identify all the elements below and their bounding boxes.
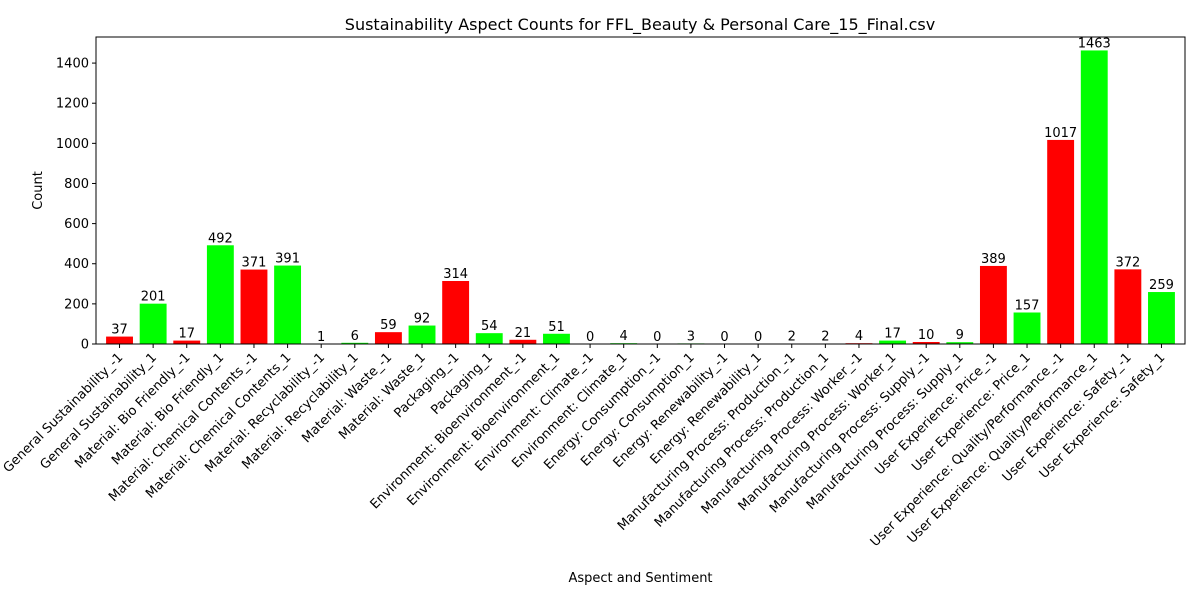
bar-value-label: 51 [548,320,565,335]
bar-value-label: 17 [178,327,195,342]
bar [173,340,201,344]
y-axis-title: Count [31,171,46,210]
bar-value-label: 389 [981,252,1006,267]
bar [912,341,940,344]
y-tick-label: 600 [64,217,89,232]
bar-value-label: 371 [242,256,267,271]
bar-value-label: 0 [720,330,728,345]
bar [106,336,133,344]
bars-layer: 37 201 17 492 371 391 1 6 59 92 314 54 21 51 0 4 0 3 0 0 2 2 4… [106,36,1175,345]
bar [1080,50,1108,345]
bar [274,265,302,344]
bar [442,280,470,344]
bar [341,342,369,344]
y-axis: 0 200 400 600 800 1000 1200 1400 [56,57,96,353]
bar-value-label: 157 [1015,298,1040,313]
bar-value-label: 201 [141,290,166,305]
bar [879,340,907,344]
bar-value-label: 21 [515,326,532,341]
y-tick-label: 1000 [56,137,89,152]
bar-value-label: 9 [956,328,964,343]
y-tick-label: 400 [64,257,89,272]
bar-value-label: 259 [1149,278,1174,293]
bar [979,265,1007,344]
bar [408,325,436,344]
bar [139,303,167,344]
bar-value-label: 2 [788,330,796,345]
bar-value-label: 4 [620,329,628,344]
bar [543,333,570,344]
bar [475,333,503,344]
plot-frame [95,36,1186,345]
bar-value-label: 2 [821,330,829,345]
bar-value-label: 492 [208,231,233,246]
bar [946,342,974,344]
chart-title: Sustainability Aspect Counts for FFL_Bea… [345,15,935,35]
bar-value-label: 1 [317,330,325,345]
y-tick-label: 200 [64,297,89,312]
bar-value-label: 314 [443,267,468,282]
bar-value-label: 1463 [1078,36,1111,51]
bar [240,269,268,344]
bar-value-label: 3 [687,329,695,344]
bar [1114,269,1142,344]
x-axis-title: Aspect and Sentiment [568,571,712,586]
bar-value-label: 10 [918,328,935,343]
bar-value-label: 4 [855,329,863,344]
bar-value-label: 391 [275,252,300,267]
bar-value-label: 37 [111,323,128,338]
bar [509,339,537,344]
bar-value-label: 17 [884,327,901,342]
bar-value-label: 0 [653,330,661,345]
y-tick-label: 1200 [56,97,89,112]
y-tick-label: 800 [64,177,89,192]
y-tick-label: 1400 [56,57,89,72]
bar-value-label: 92 [414,312,431,327]
bar [1148,292,1175,344]
bar-value-label: 6 [351,329,359,344]
bar [1047,139,1075,344]
bar-value-label: 372 [1115,255,1140,270]
y-tick-label: 0 [81,338,89,353]
bar [1013,312,1041,344]
bar-value-label: 0 [586,330,594,345]
bar-value-label: 59 [380,318,397,333]
bar [374,332,402,344]
bar-value-label: 1017 [1044,126,1077,141]
bar-value-label: 54 [481,319,498,334]
bar [206,245,234,344]
bar-value-label: 0 [754,330,762,345]
